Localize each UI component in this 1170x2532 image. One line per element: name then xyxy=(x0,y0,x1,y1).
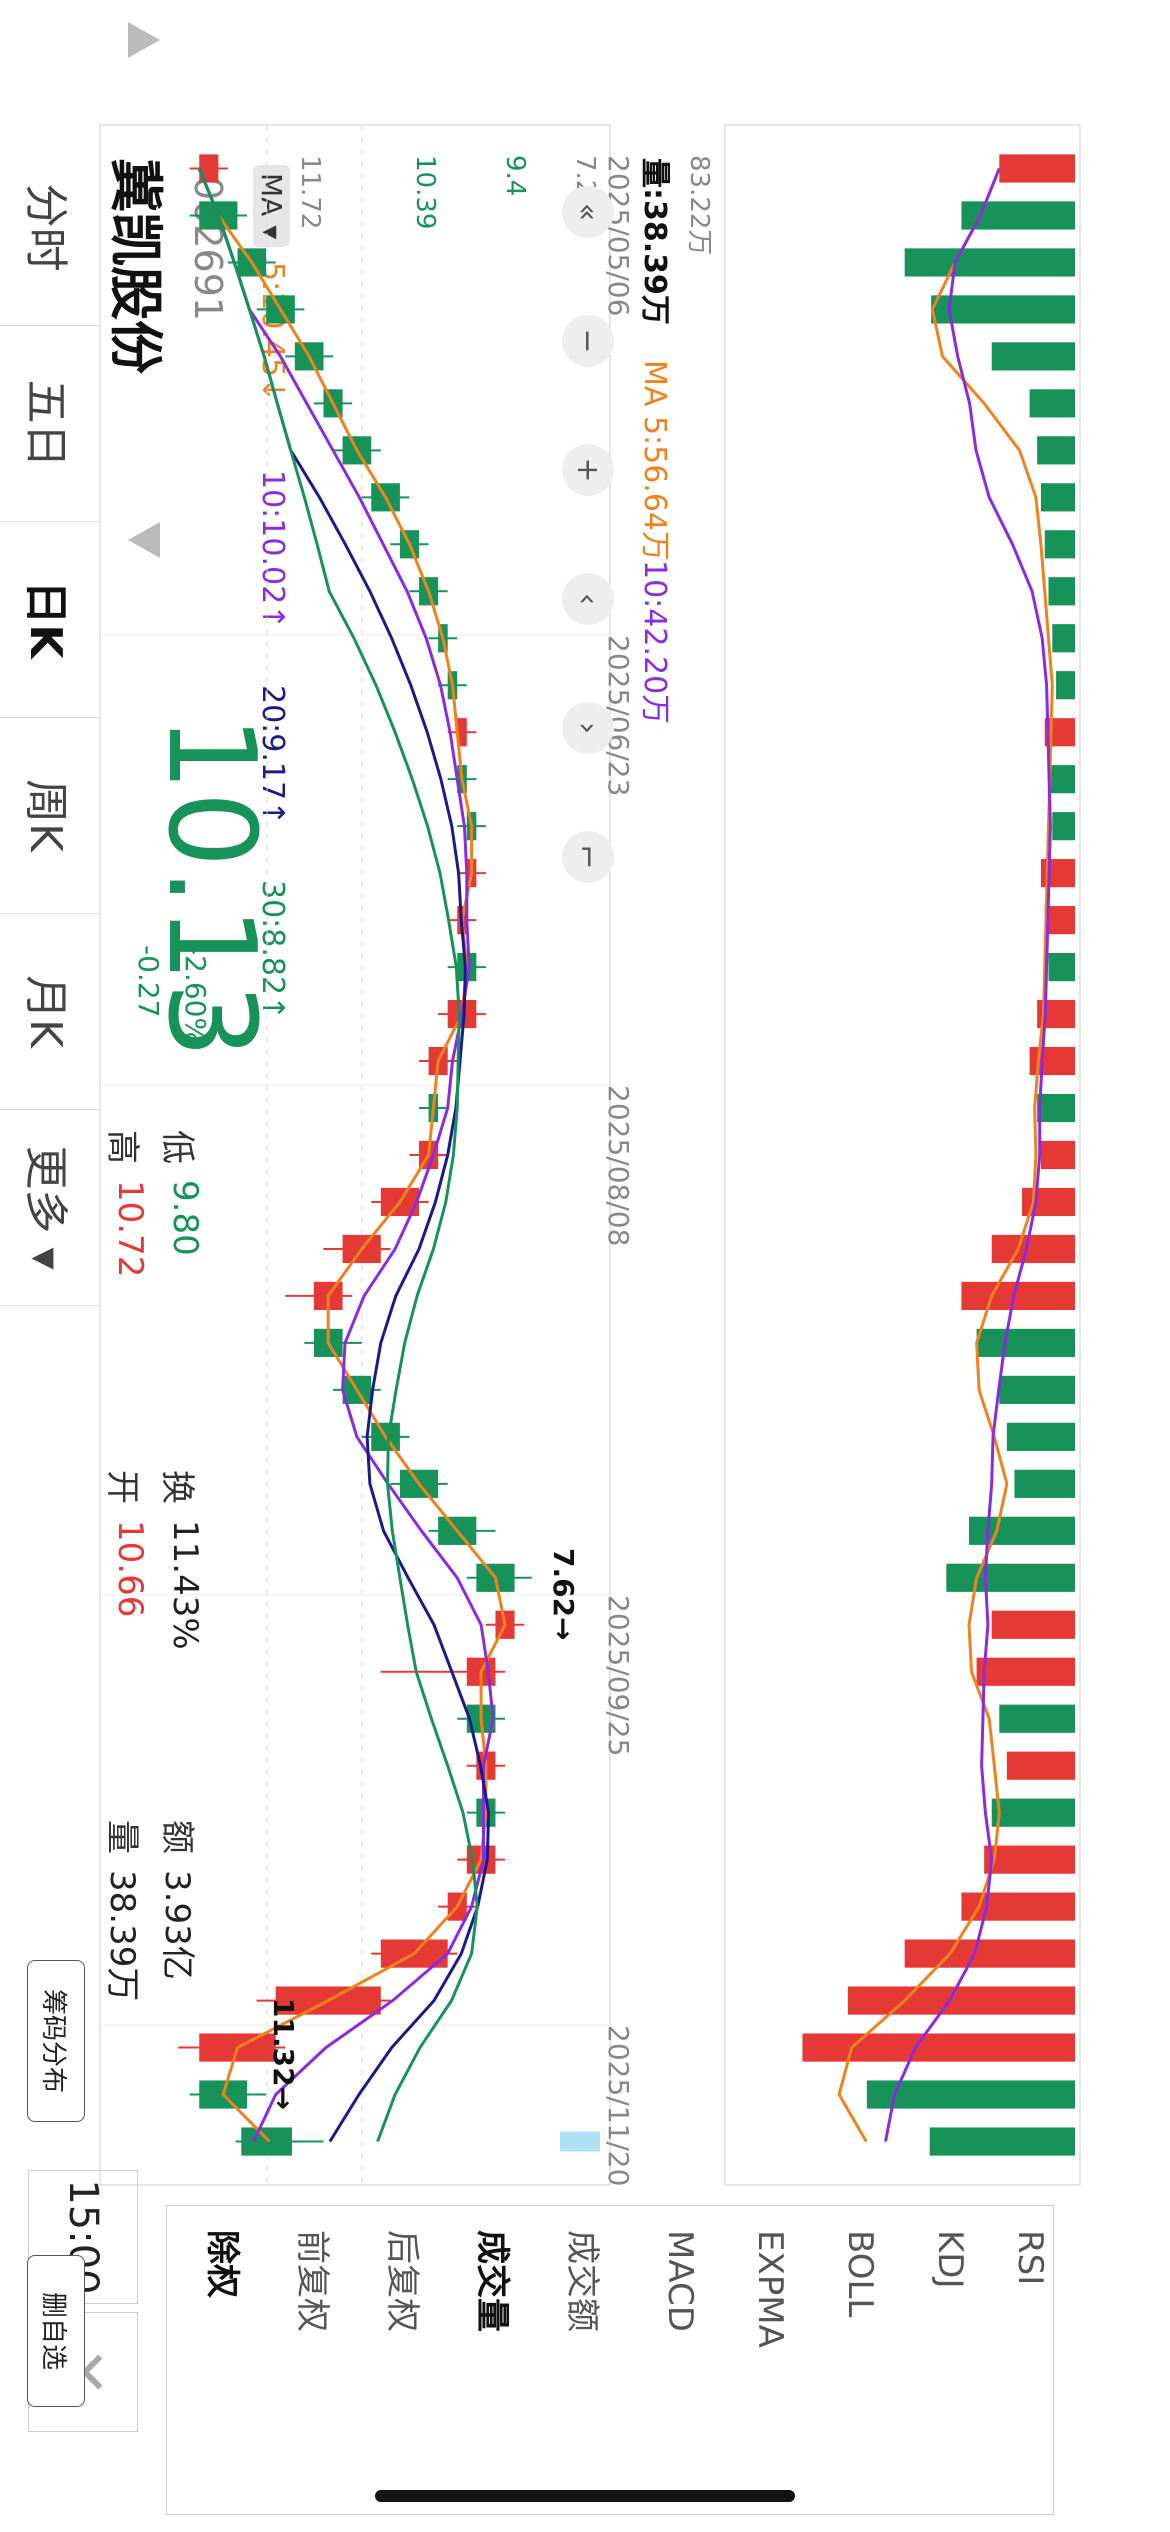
volume-bar xyxy=(1006,1422,1075,1451)
volume-bar xyxy=(802,2033,1075,2062)
volume-bar xyxy=(1052,812,1075,841)
volume-bar xyxy=(984,1845,1075,1874)
price-ma10-line xyxy=(197,167,495,2143)
high-annotation: 11.32→ xyxy=(267,1998,300,2111)
volume-legend-value: 量:38.39万 xyxy=(637,158,672,325)
volume-bar xyxy=(991,342,1075,371)
tab-daily-k[interactable]: 日K xyxy=(0,522,100,718)
tab-timeshare[interactable]: 分时 xyxy=(0,130,100,326)
scroll-right-icon[interactable]: › xyxy=(562,702,614,754)
volume-bar xyxy=(931,295,1075,324)
tab-weekly-k[interactable]: 周K xyxy=(0,718,100,914)
panel-item-macd[interactable]: MACD xyxy=(660,2230,700,2332)
panel-item-volume[interactable]: 成交量 xyxy=(472,2230,512,2332)
volume-ma5-legend: MA 5:56.64万 xyxy=(637,360,672,562)
volume-bar xyxy=(904,1939,1075,1968)
volume-bar xyxy=(1040,483,1075,512)
volume-bar xyxy=(991,1234,1075,1264)
volume-bar xyxy=(999,154,1075,183)
volume-bar xyxy=(866,2080,1075,2109)
candle-body xyxy=(241,2127,292,2156)
price-axis-top: 11.72 xyxy=(295,155,325,230)
candle-body xyxy=(457,718,467,747)
volume-ma5-line xyxy=(837,167,1054,2143)
volume-bar xyxy=(999,1375,1075,1404)
date-label-1: 2025/05/06 xyxy=(602,155,635,317)
price-ma5-line xyxy=(197,167,507,2143)
volume-bar xyxy=(991,1610,1075,1639)
panel-item-rsi[interactable]: RSI xyxy=(1010,2230,1050,2286)
panel-item-expma[interactable]: EXPMA xyxy=(750,2230,790,2348)
volume-bar xyxy=(961,1892,1075,1921)
volume-bar xyxy=(1048,765,1075,794)
remove-watchlist-button[interactable]: 删自选 xyxy=(27,2255,85,2407)
volume-axis-top: 83.22万 xyxy=(684,155,714,256)
panel-item-forward-adjust[interactable]: 前复权 xyxy=(292,2230,332,2332)
panel-item-kdj[interactable]: KDJ xyxy=(930,2230,970,2289)
volume-bar xyxy=(847,1986,1075,2015)
date-label-5: 2025/11/20 xyxy=(602,2025,635,2187)
reset-icon[interactable]: ⌐ xyxy=(562,831,614,883)
date-label-3: 2025/08/08 xyxy=(602,1085,635,1247)
volume-bar xyxy=(929,2127,1075,2156)
volume-bar xyxy=(1006,1751,1075,1780)
volume-bar xyxy=(969,1516,1075,1545)
tab-monthly-k[interactable]: 月K xyxy=(0,914,100,1110)
panel-item-ex-rights[interactable]: 除权 xyxy=(202,2230,242,2298)
price-ma20-line xyxy=(197,167,491,2143)
tab-five-day[interactable]: 五日 xyxy=(0,326,100,522)
volume-bar xyxy=(1037,436,1075,465)
volume-bar xyxy=(904,248,1075,277)
volume-bar xyxy=(961,1281,1075,1311)
date-label-4: 2025/09/25 xyxy=(602,1595,635,1757)
zoom-out-icon[interactable]: − xyxy=(562,315,614,367)
chip-distribution-button[interactable]: 筹码分布 xyxy=(27,1960,85,2122)
panel-item-turnover-amount[interactable]: 成交额 xyxy=(562,2230,602,2332)
candle-body xyxy=(199,154,219,183)
volume-bar xyxy=(1029,389,1075,418)
volume-bar xyxy=(946,1563,1075,1592)
low-annotation: 7.62→ xyxy=(547,1548,580,1641)
volume-ma10-legend: 10:42.20万 xyxy=(637,560,672,725)
volume-bar xyxy=(991,1798,1075,1827)
scroll-left-icon[interactable]: ‹ xyxy=(562,573,614,625)
volume-bar xyxy=(1052,624,1075,653)
scroll-left-end-icon[interactable]: « xyxy=(562,186,614,238)
volume-bar xyxy=(1048,953,1075,982)
price-axis-level2: 10.39 xyxy=(410,155,440,230)
volume-bar xyxy=(1014,1469,1075,1498)
volume-bar xyxy=(999,1704,1075,1733)
volume-bar xyxy=(976,1657,1075,1686)
home-bar xyxy=(375,2490,795,2502)
volume-bar xyxy=(1056,671,1075,700)
volume-bar xyxy=(1040,1140,1075,1170)
panel-item-backward-adjust[interactable]: 后复权 xyxy=(382,2230,422,2332)
volume-ma10-line xyxy=(884,167,1052,2142)
panel-item-boll[interactable]: BOLL xyxy=(840,2230,880,2318)
price-axis-level3: 9.4 xyxy=(500,155,530,197)
volume-bar xyxy=(1037,1093,1075,1123)
tab-more[interactable]: 更多 ▾ xyxy=(0,1110,100,1306)
price-chart-frame xyxy=(99,124,611,2186)
volume-bar xyxy=(961,201,1075,230)
volume-bar xyxy=(1044,906,1075,935)
zoom-in-icon[interactable]: + xyxy=(562,444,614,496)
volume-bar xyxy=(1044,530,1075,559)
volume-bar xyxy=(976,1328,1075,1358)
volume-chart-frame xyxy=(724,124,1081,2186)
last-candle-highlight xyxy=(560,2131,600,2152)
volume-bar xyxy=(1048,577,1075,606)
price-ma30-line xyxy=(197,167,479,2143)
